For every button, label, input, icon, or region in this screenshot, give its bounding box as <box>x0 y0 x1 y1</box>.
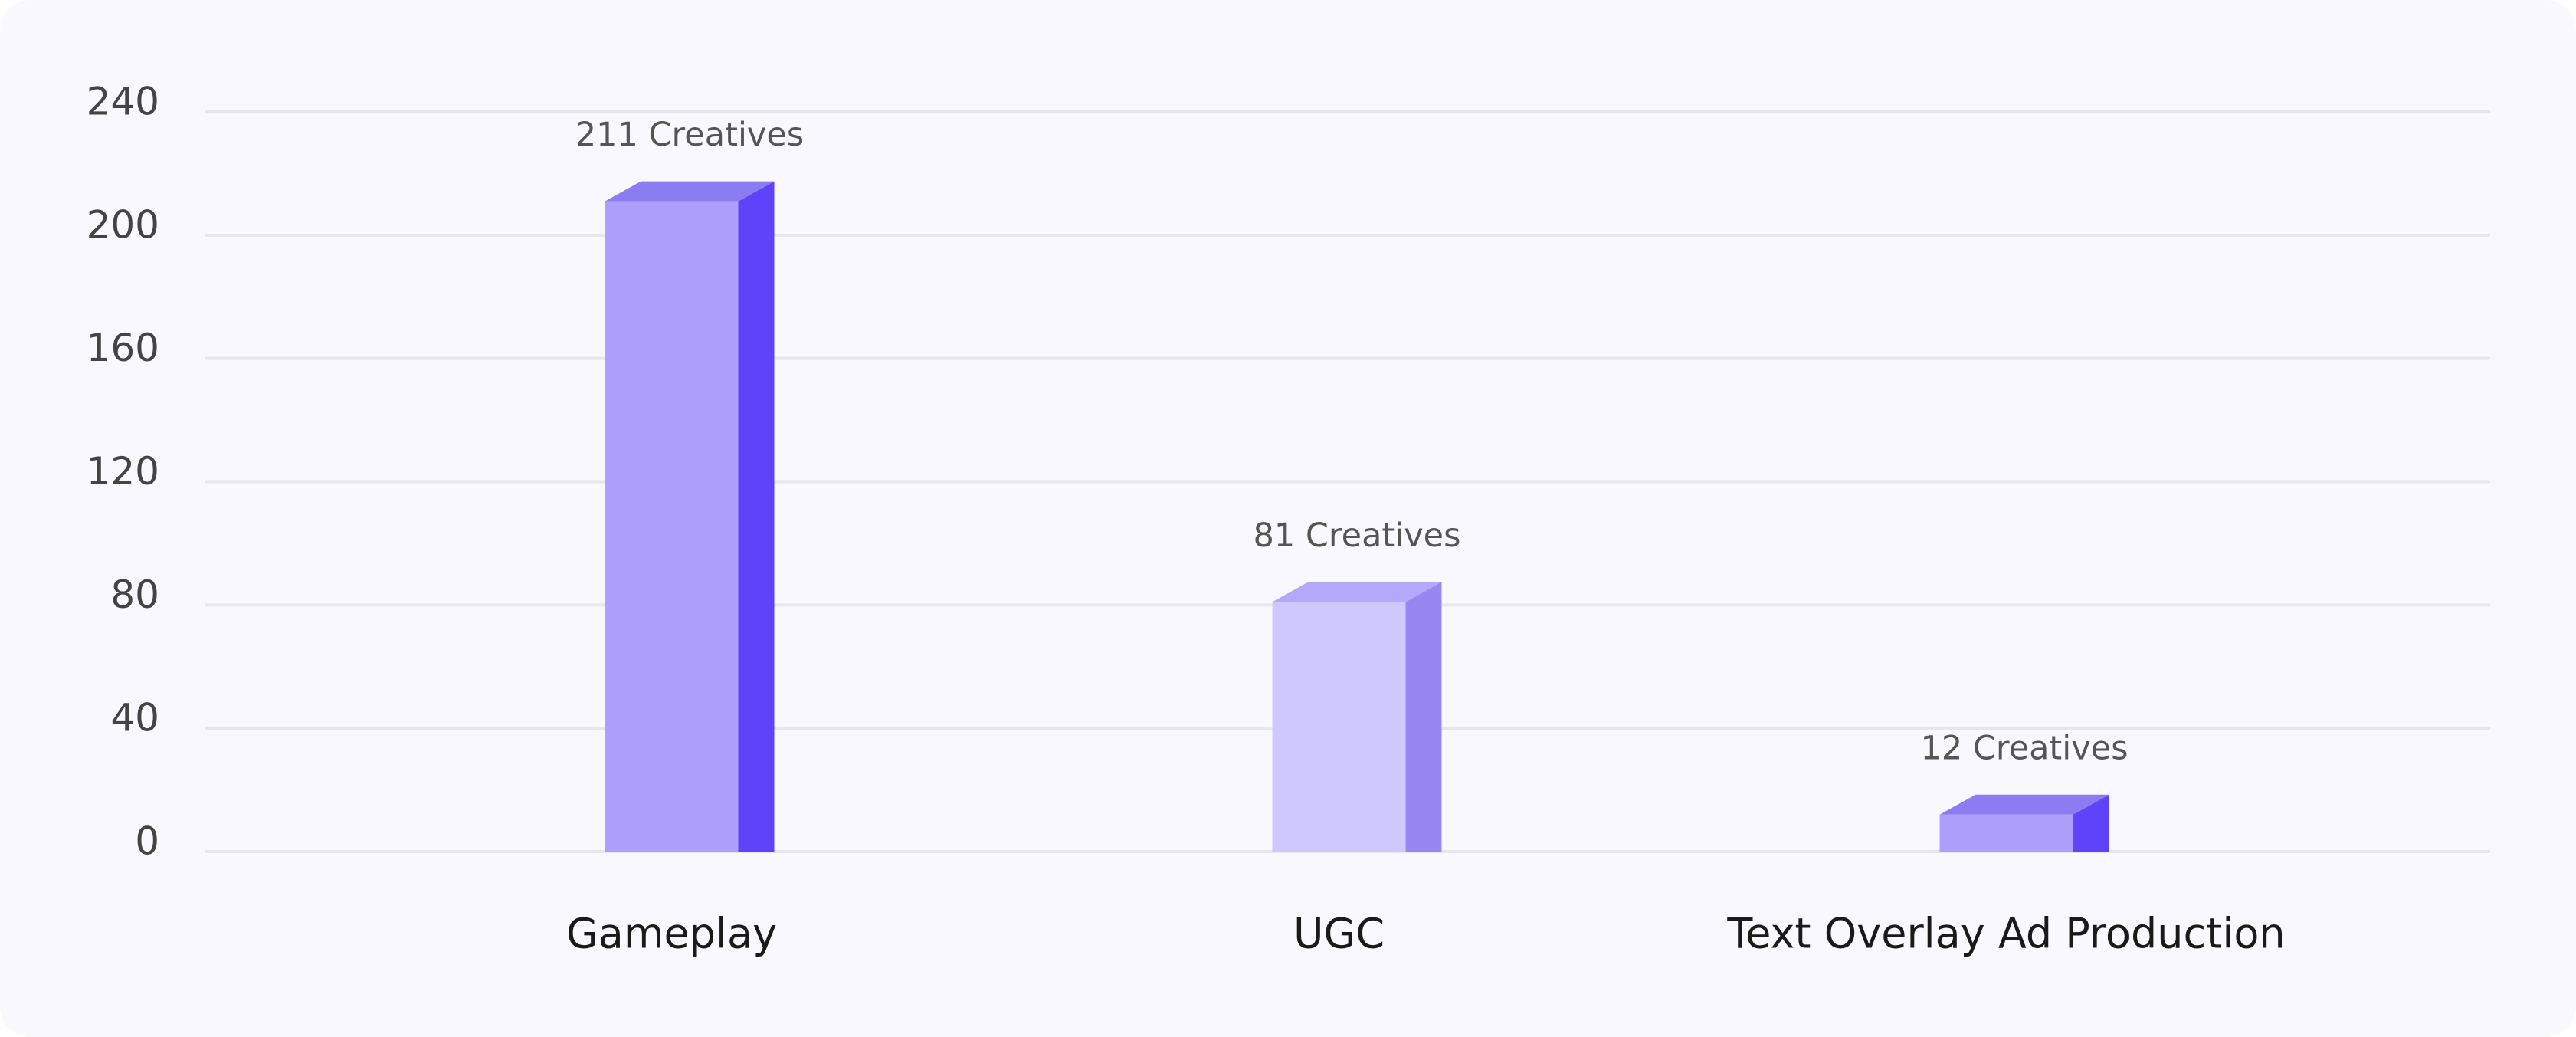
bar-side <box>738 181 775 852</box>
y-tick-label: 0 <box>135 819 159 864</box>
y-tick-label: 80 <box>110 573 159 617</box>
bar-side <box>1405 582 1442 852</box>
bar-top <box>1272 582 1442 602</box>
y-tick-label: 40 <box>110 696 159 740</box>
value-label: 81 Creatives <box>1253 517 1460 555</box>
bar-side <box>2073 794 2109 852</box>
bar-top <box>605 181 775 202</box>
x-tick-label: Text Overlay Ad Production <box>1726 910 2285 958</box>
value-label: 211 Creatives <box>575 116 804 154</box>
bar-top <box>1939 794 2109 815</box>
y-tick-label: 200 <box>87 202 159 247</box>
value-label: 12 Creatives <box>1920 729 2128 767</box>
y-tick-label: 240 <box>87 80 159 124</box>
y-tick-label: 120 <box>87 449 159 494</box>
bar-front <box>605 201 739 852</box>
x-tick-label: Gameplay <box>566 910 777 958</box>
bar-front <box>1939 814 2073 852</box>
y-tick-label: 160 <box>87 326 159 370</box>
bar-front <box>1272 602 1406 852</box>
x-tick-label: UGC <box>1293 910 1385 958</box>
